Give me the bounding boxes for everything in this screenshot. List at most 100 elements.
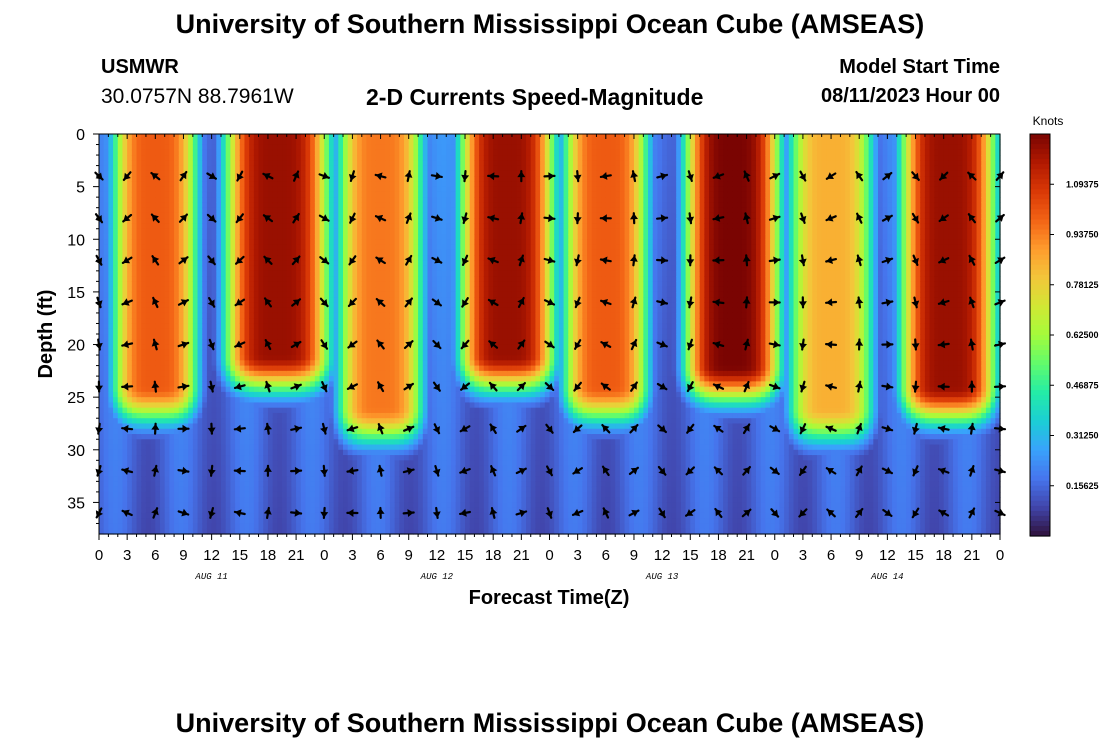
heatmap-cell — [145, 481, 152, 488]
heatmap-cell — [136, 418, 142, 425]
heatmap-cell — [385, 286, 391, 293]
heatmap-cell — [197, 476, 203, 482]
heatmap-cell — [338, 444, 344, 451]
heatmap-cell — [164, 144, 170, 151]
heatmap-cell — [225, 255, 231, 261]
heatmap-cell — [169, 491, 175, 498]
heatmap-cell — [300, 428, 307, 435]
heatmap-cell — [164, 434, 170, 440]
heatmap-cell — [371, 255, 377, 261]
heatmap-cell — [113, 370, 119, 377]
heatmap-cell — [136, 370, 142, 377]
heatmap-cell — [277, 291, 283, 298]
heatmap-cell — [122, 481, 128, 488]
heatmap-cell — [206, 486, 213, 493]
heatmap-cell — [343, 223, 349, 230]
heatmap-cell — [192, 328, 199, 335]
heatmap-cell — [160, 207, 166, 214]
heatmap-cell — [174, 234, 180, 240]
heatmap-cell — [380, 460, 386, 467]
heatmap-cell — [371, 444, 377, 451]
heatmap-cell — [188, 223, 194, 230]
heatmap-cell — [296, 323, 302, 330]
heatmap-cell — [239, 197, 246, 204]
heatmap-cell — [225, 212, 231, 219]
heatmap-cell — [314, 402, 321, 409]
heatmap-cell — [113, 365, 119, 372]
heatmap-cell — [328, 318, 335, 325]
heatmap-cell — [291, 265, 297, 272]
heatmap-cell — [324, 144, 330, 151]
heatmap-cell — [99, 223, 105, 230]
heatmap-cell — [221, 455, 227, 461]
heatmap-cell — [277, 134, 283, 140]
heatmap-cell — [338, 381, 344, 388]
heatmap-cell — [127, 418, 133, 425]
heatmap-cell — [113, 291, 119, 298]
heatmap-cell — [136, 234, 142, 240]
heatmap-cell — [380, 360, 386, 367]
heatmap-cell — [371, 476, 377, 482]
heatmap-cell — [221, 402, 227, 409]
heatmap-cell — [300, 160, 307, 167]
heatmap-cell — [305, 523, 311, 530]
heatmap-cell — [305, 386, 311, 393]
heatmap-cell — [305, 265, 311, 272]
heatmap-cell — [394, 365, 400, 372]
heatmap-cell — [375, 276, 382, 282]
heatmap-cell — [225, 286, 231, 293]
heatmap-cell — [103, 360, 109, 367]
heatmap-cell — [188, 428, 194, 435]
heatmap-cell — [385, 302, 391, 309]
heatmap-cell — [338, 307, 344, 314]
heatmap-cell — [206, 423, 213, 430]
heatmap-cell — [328, 239, 335, 246]
heatmap-cell — [347, 470, 353, 477]
heatmap-cell — [347, 318, 353, 325]
heatmap-cell — [216, 439, 222, 446]
heatmap-cell — [286, 297, 292, 304]
heatmap-cell — [404, 234, 410, 240]
heatmap-cell — [174, 449, 180, 456]
heatmap-cell — [117, 165, 124, 172]
heatmap-cell — [183, 507, 189, 514]
heatmap-cell — [314, 376, 321, 382]
heatmap-cell — [338, 434, 344, 440]
heatmap-cell — [99, 307, 105, 314]
heatmap-cell — [239, 139, 246, 146]
heatmap-cell — [399, 239, 405, 246]
heatmap-cell — [277, 170, 283, 177]
heatmap-cell — [221, 460, 227, 467]
heatmap-cell — [263, 134, 269, 140]
heatmap-cell — [375, 160, 382, 167]
heatmap-cell — [136, 312, 142, 319]
heatmap-cell — [389, 502, 396, 509]
heatmap-cell — [202, 212, 208, 219]
heatmap-cell — [174, 260, 180, 267]
heatmap-cell — [211, 281, 217, 288]
heatmap-cell — [277, 265, 283, 272]
heatmap-cell — [230, 139, 236, 146]
heatmap-cell — [399, 207, 405, 214]
heatmap-cell — [131, 439, 138, 446]
heatmap-cell — [385, 376, 391, 382]
heatmap-cell — [103, 355, 109, 361]
heatmap-cell — [160, 291, 166, 298]
heatmap-cell — [343, 339, 349, 346]
heatmap-cell — [324, 270, 330, 277]
heatmap-cell — [178, 249, 185, 256]
heatmap-cell — [178, 318, 185, 325]
heatmap-cell — [296, 176, 302, 182]
heatmap-cell — [211, 312, 217, 319]
heatmap-cell — [108, 439, 114, 446]
heatmap-cell — [263, 507, 269, 514]
heatmap-cell — [141, 176, 147, 182]
heatmap-cell — [108, 386, 114, 393]
heatmap-cell — [291, 391, 297, 398]
heatmap-cell — [235, 407, 241, 414]
heatmap-cell — [127, 439, 133, 446]
heatmap-cell — [399, 218, 405, 225]
heatmap-cell — [192, 186, 199, 193]
heatmap-cell — [169, 512, 175, 519]
heatmap-cell — [103, 497, 109, 504]
